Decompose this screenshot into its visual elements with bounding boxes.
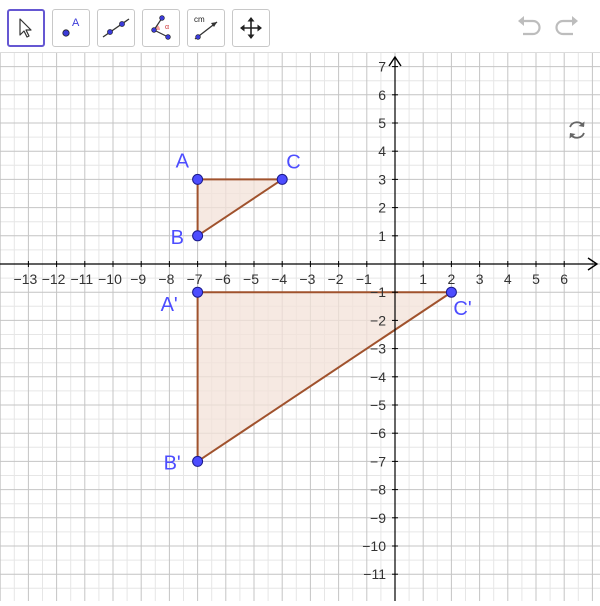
x-tick-label: −13: [14, 271, 38, 287]
redo-button[interactable]: [552, 12, 582, 42]
x-tick-label: −9: [130, 271, 146, 287]
y-tick-label: −4: [370, 369, 386, 385]
x-tick-label: 5: [532, 271, 540, 287]
coordinate-plane[interactable]: −13 −12 −11 −10 −9 −8 −7 −6 −5 −4 −3 −2 −1 1 2 3 4 5 67654…: [0, 53, 600, 601]
point-label: B': [164, 452, 181, 474]
angle-tool-label: α: [165, 24, 169, 31]
point-icon: A: [62, 17, 80, 37]
distance-tool-label: cm: [194, 15, 205, 24]
angle-icon: α: [151, 15, 171, 40]
x-tick-label: 4: [504, 271, 512, 287]
y-tick-label: 6: [378, 87, 386, 103]
x-tick-label: −2: [328, 271, 344, 287]
y-tick-label: −10: [362, 538, 386, 554]
move-tool-button[interactable]: [7, 9, 45, 47]
axes: [0, 55, 599, 601]
x-tick-label: −5: [243, 271, 259, 287]
point[interactable]: [276, 173, 288, 185]
y-axis-arrow: [388, 55, 402, 67]
graphics-view[interactable]: −13 −12 −11 −10 −9 −8 −7 −6 −5 −4 −3 −2 −1 1 2 3 4 5 6 7 6 5 4…: [0, 53, 600, 601]
y-tick-label: −9: [370, 510, 386, 526]
undo-icon: [518, 16, 541, 36]
refresh-button[interactable]: [565, 118, 589, 142]
x-tick-label: 2: [448, 271, 456, 287]
x-tick-label: 6: [560, 271, 568, 287]
x-tick-label: −3: [299, 271, 315, 287]
x-tick-label: −6: [215, 271, 231, 287]
move-arrow-icon: [19, 18, 32, 38]
y-tick-label: 2: [378, 200, 386, 216]
x-tick-label: −1: [356, 271, 372, 287]
y-tick-label: 5: [378, 115, 386, 131]
y-tick-label: 7: [378, 59, 386, 75]
y-tick-label: −1: [370, 284, 386, 300]
point[interactable]: [192, 455, 204, 467]
redo-icon: [555, 16, 578, 36]
y-tick-label: −6: [370, 425, 386, 441]
y-tick-label: −2: [370, 312, 386, 328]
point[interactable]: [192, 173, 204, 185]
point[interactable]: [192, 230, 204, 242]
point-label: C: [286, 151, 300, 173]
y-tick-label: −3: [370, 341, 386, 357]
point-tool-label: A: [72, 17, 80, 29]
x-tick-label: −7: [187, 271, 203, 287]
y-tick-label: −7: [370, 453, 386, 469]
point-label: C': [453, 298, 471, 320]
refresh-icon: [569, 121, 585, 139]
points-layer: A B C A' B' C': [161, 150, 472, 474]
y-tick-label: 3: [378, 171, 386, 187]
x-tick-label: −8: [158, 271, 174, 287]
point-label: B: [171, 227, 184, 249]
x-axis-arrow: [587, 257, 599, 271]
x-tick-label: −4: [271, 271, 287, 287]
point-tool-button[interactable]: A: [52, 9, 90, 47]
y-tick-label: −5: [370, 397, 386, 413]
polygon[interactable]: [196, 291, 455, 464]
point-label: A': [161, 294, 178, 316]
move-graphics-view-icon: [240, 17, 262, 39]
polygons-layer: [196, 178, 455, 464]
x-tick-label: 1: [419, 271, 427, 287]
x-tick-label: −12: [42, 271, 66, 287]
line-icon: [102, 18, 130, 38]
line-tool-button[interactable]: [97, 9, 135, 47]
x-tick-label: −11: [70, 271, 93, 287]
y-tick-label: 4: [378, 143, 386, 159]
point[interactable]: [445, 286, 457, 298]
tick-labels: −13 −12 −11 −10 −9 −8 −7 −6 −5 −4 −3 −2 −1 1 2 3 4 5 67654…: [14, 59, 569, 583]
point[interactable]: [192, 286, 204, 298]
y-tick-label: −8: [370, 482, 386, 498]
x-tick-label: 3: [476, 271, 484, 287]
x-tick-label: −10: [98, 271, 122, 287]
y-tick-label: −11: [363, 566, 386, 582]
toolbar: A α cm: [0, 0, 600, 53]
point-label: A: [176, 150, 190, 172]
move-graphics-view-button[interactable]: [232, 9, 270, 47]
undo-button[interactable]: [514, 12, 544, 42]
y-tick-label: 1: [378, 228, 386, 244]
angle-tool-button[interactable]: α: [142, 9, 180, 47]
distance-tool-button[interactable]: cm: [187, 9, 225, 47]
distance-icon: cm: [194, 15, 218, 40]
polygon[interactable]: [196, 178, 286, 238]
